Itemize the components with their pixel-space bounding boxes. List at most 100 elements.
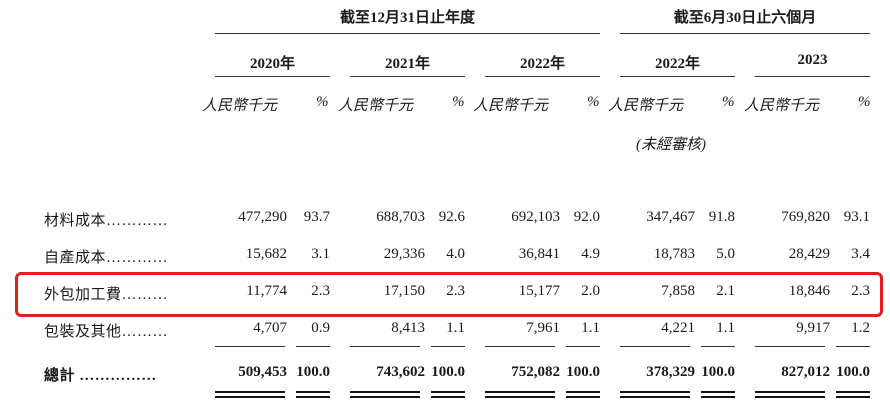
unit-rmb: 人民幣千元 — [202, 98, 278, 114]
period-underline-1 — [215, 33, 600, 34]
cell-value: 8,413 — [391, 320, 425, 336]
year-header-2020: 2020年 — [249, 56, 295, 72]
cell-value: 29,336 — [383, 246, 425, 262]
cell-value: 18,846 — [788, 283, 830, 299]
double-underline — [485, 396, 555, 398]
double-underline — [836, 396, 870, 398]
double-underline — [620, 391, 690, 393]
unit-rmb: 人民幣千元 — [744, 98, 820, 114]
total-pct: 100.0 — [431, 364, 465, 380]
cell-pct: 92.6 — [438, 209, 465, 225]
cell-pct: 1.2 — [851, 320, 870, 336]
double-underline — [431, 391, 465, 393]
total-value: 827,012 — [781, 364, 830, 380]
period-header-year-ended: 截至12月31日止年度 — [339, 10, 475, 26]
cell-value: 688,703 — [376, 209, 425, 225]
unit-pct: % — [316, 94, 329, 110]
cell-pct: 2.1 — [716, 283, 735, 299]
subtotal-line — [701, 346, 735, 347]
subtotal-line — [350, 346, 420, 347]
cell-pct: 2.3 — [446, 283, 465, 299]
year-underline-2021 — [350, 76, 465, 77]
double-underline — [350, 396, 420, 398]
cell-pct: 92.0 — [573, 209, 600, 225]
cell-value: 17,150 — [383, 283, 425, 299]
cell-value: 28,429 — [788, 246, 830, 262]
double-underline — [755, 391, 825, 393]
row-label: 自產成本………… — [44, 250, 169, 266]
cell-value: 15,682 — [245, 246, 287, 262]
cell-value: 4,707 — [253, 320, 287, 336]
cell-value: 7,961 — [526, 320, 560, 336]
unit-pct: % — [722, 94, 735, 110]
subtotal-line — [431, 346, 465, 347]
year-underline-2022 — [485, 76, 600, 77]
cell-pct: 1.1 — [581, 320, 600, 336]
unit-rmb: 人民幣千元 — [608, 98, 684, 114]
cell-pct: 2.0 — [581, 283, 600, 299]
cell-pct: 93.1 — [843, 209, 870, 225]
total-pct: 100.0 — [296, 364, 330, 380]
cell-pct: 2.3 — [851, 283, 870, 299]
cell-pct: 91.8 — [708, 209, 735, 225]
cell-value: 36,841 — [518, 246, 560, 262]
double-underline — [701, 396, 735, 398]
total-value: 378,329 — [646, 364, 695, 380]
double-underline — [215, 391, 285, 393]
cell-pct: 3.4 — [851, 246, 870, 262]
cell-value: 4,221 — [661, 320, 695, 336]
cell-value: 477,290 — [238, 209, 287, 225]
cell-value: 7,858 — [661, 283, 695, 299]
cell-pct: 2.3 — [311, 283, 330, 299]
double-underline — [296, 391, 330, 393]
double-underline — [566, 391, 600, 393]
total-pct: 100.0 — [701, 364, 735, 380]
cell-value: 347,467 — [646, 209, 695, 225]
unaudited-note: (未經審核) — [636, 137, 706, 153]
cell-value: 692,103 — [511, 209, 560, 225]
cell-pct: 4.9 — [581, 246, 600, 262]
total-pct: 100.0 — [566, 364, 600, 380]
subtotal-line — [566, 346, 600, 347]
cell-pct: 1.1 — [716, 320, 735, 336]
double-underline — [485, 391, 555, 393]
double-underline — [620, 396, 690, 398]
cell-pct: 5.0 — [716, 246, 735, 262]
cell-value: 18,783 — [653, 246, 695, 262]
cell-pct: 4.0 — [446, 246, 465, 262]
subtotal-line — [485, 346, 555, 347]
row-label: 外包加工費……… — [44, 287, 169, 303]
double-underline — [431, 396, 465, 398]
subtotal-line — [755, 346, 825, 347]
subtotal-line — [836, 346, 870, 347]
cell-value: 769,820 — [781, 209, 830, 225]
period-underline-2 — [620, 33, 870, 34]
total-label: 總計 …………… — [44, 368, 157, 384]
cell-pct: 93.7 — [303, 209, 330, 225]
double-underline — [296, 396, 330, 398]
subtotal-line — [215, 346, 285, 347]
subtotal-line — [620, 346, 690, 347]
double-underline — [755, 396, 825, 398]
double-underline — [566, 396, 600, 398]
row-label: 材料成本………… — [44, 213, 169, 229]
cell-pct: 3.1 — [311, 246, 330, 262]
cell-pct: 0.9 — [311, 320, 330, 336]
cell-value: 9,917 — [796, 320, 830, 336]
cell-value: 11,774 — [246, 283, 287, 299]
double-underline — [836, 391, 870, 393]
year-header-2021: 2021年 — [384, 56, 430, 72]
year-underline-2022-h1 — [620, 76, 735, 77]
cell-pct: 1.1 — [446, 320, 465, 336]
total-pct: 100.0 — [836, 364, 870, 380]
total-value: 509,453 — [238, 364, 287, 380]
double-underline — [215, 396, 285, 398]
highlight-box — [15, 272, 883, 317]
year-header-2023-h1: 2023 — [797, 52, 828, 68]
year-header-2022: 2022年 — [519, 56, 565, 72]
year-header-2022-h1: 2022年 — [654, 56, 700, 72]
total-value: 743,602 — [376, 364, 425, 380]
double-underline — [350, 391, 420, 393]
unit-rmb: 人民幣千元 — [338, 98, 414, 114]
total-value: 752,082 — [511, 364, 560, 380]
